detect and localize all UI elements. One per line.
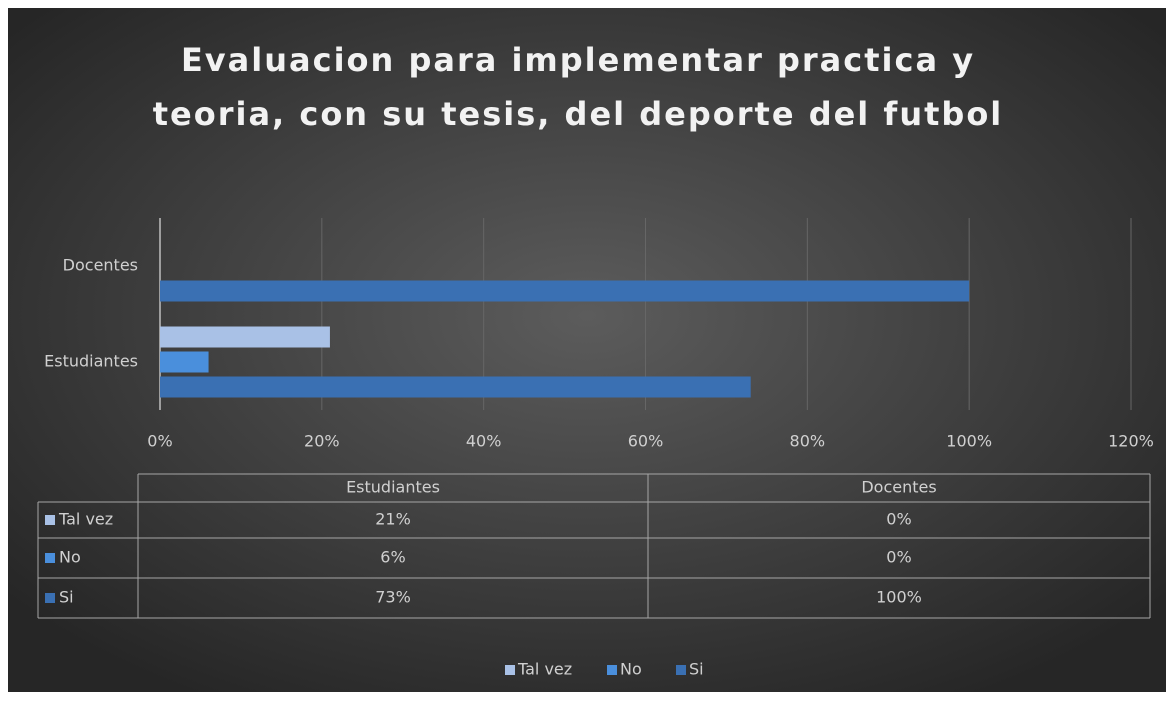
table-legend-key bbox=[45, 593, 55, 603]
bar bbox=[160, 376, 751, 398]
legend-key bbox=[676, 665, 686, 675]
x-tick-label: 60% bbox=[628, 432, 664, 451]
legend-label: No bbox=[620, 660, 642, 679]
legend-label: Tal vez bbox=[517, 660, 572, 679]
table-row-label: No bbox=[59, 548, 81, 567]
bar bbox=[160, 280, 970, 302]
chart-title: teoria, con su tesis, del deporte del fu… bbox=[153, 95, 1004, 133]
table-header: Docentes bbox=[861, 478, 936, 497]
bar bbox=[160, 326, 330, 348]
y-tick-label: Docentes bbox=[63, 256, 138, 275]
x-tick-label: 80% bbox=[790, 432, 826, 451]
table-cell: 0% bbox=[886, 548, 911, 567]
table-legend-key bbox=[45, 553, 55, 563]
table-header: Estudiantes bbox=[346, 478, 440, 497]
legend-key bbox=[505, 665, 515, 675]
legend-key bbox=[607, 665, 617, 675]
x-tick-label: 120% bbox=[1108, 432, 1154, 451]
table-cell: 73% bbox=[375, 588, 411, 607]
table-cell: 0% bbox=[886, 510, 911, 529]
table-legend-key bbox=[45, 515, 55, 525]
x-tick-label: 40% bbox=[466, 432, 502, 451]
bar bbox=[160, 351, 209, 373]
y-tick-label: Estudiantes bbox=[44, 352, 138, 371]
legend-label: Si bbox=[689, 660, 704, 679]
table-row-label: Tal vez bbox=[58, 510, 113, 529]
table-cell: 100% bbox=[876, 588, 922, 607]
x-tick-label: 0% bbox=[147, 432, 172, 451]
table-cell: 21% bbox=[375, 510, 411, 529]
table-cell: 6% bbox=[380, 548, 405, 567]
chart-title: Evaluacion para implementar practica y bbox=[181, 41, 975, 79]
x-tick-label: 100% bbox=[946, 432, 992, 451]
table-row-label: Si bbox=[59, 588, 74, 607]
x-tick-label: 20% bbox=[304, 432, 340, 451]
